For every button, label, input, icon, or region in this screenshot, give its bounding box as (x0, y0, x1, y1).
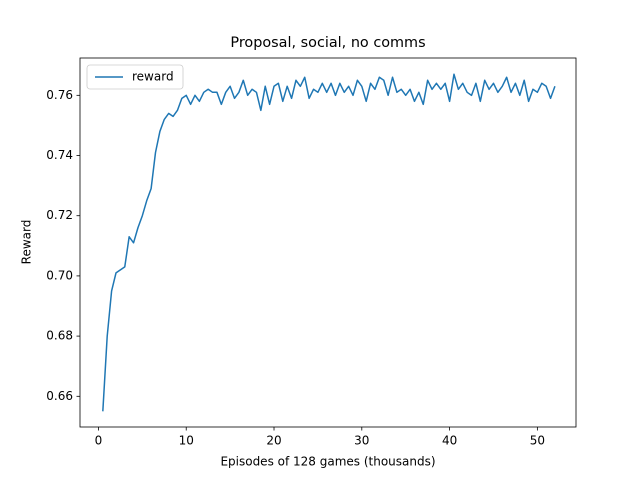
y-tick-label: 0.68 (46, 329, 73, 343)
plot-frame (79, 57, 577, 428)
x-tick-label: 10 (179, 434, 194, 448)
x-axis-label: Episodes of 128 games (thousands) (220, 455, 435, 469)
chart-title: Proposal, social, no comms (230, 35, 425, 51)
y-tick-label: 0.70 (46, 268, 73, 282)
line-series (102, 73, 556, 412)
y-tick-label: 0.72 (46, 208, 73, 222)
x-tick-label: 40 (442, 434, 457, 448)
legend-label: reward (132, 70, 174, 84)
y-tick-label: 0.76 (46, 88, 73, 102)
x-tick-label: 30 (354, 434, 369, 448)
x-tick-label: 20 (266, 434, 281, 448)
y-tick-label: 0.74 (46, 148, 73, 162)
x-tick-label: 50 (530, 434, 545, 448)
x-tick-label: 0 (95, 434, 103, 448)
legend-box (86, 64, 184, 90)
y-tick-label: 0.66 (46, 389, 73, 403)
y-axis-label: Reward (20, 220, 34, 265)
